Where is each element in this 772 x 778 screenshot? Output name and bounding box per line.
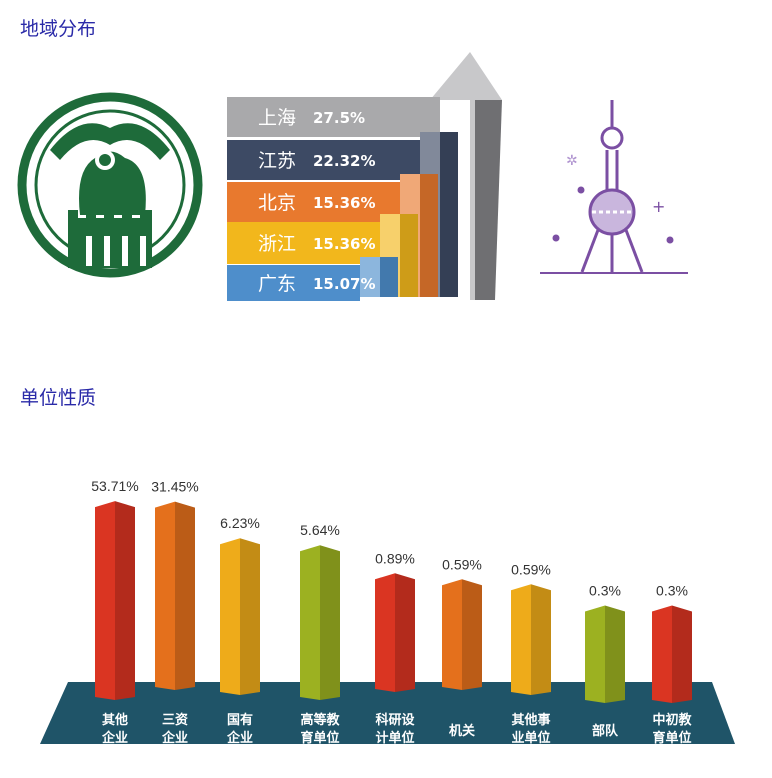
region-name: 浙江	[258, 233, 296, 255]
region-name: 广东	[258, 273, 296, 295]
bar-value-label: 0.59%	[442, 556, 482, 572]
unit-bar: 0.59% 机关	[442, 556, 482, 739]
region-stairs-chart: 上海 27.5% 江苏 22.32% 北京 15.36% 浙江 15.36% 广东 15.07%	[227, 52, 502, 301]
bar-side	[462, 579, 482, 690]
bar-value-label: 0.3%	[589, 583, 621, 599]
bar-category-label: 机关	[449, 723, 475, 739]
region-bar-rect	[227, 182, 400, 222]
bar-front	[155, 501, 175, 690]
bar-category-label: 国有	[227, 712, 253, 728]
region-value-label: 22.32%	[313, 152, 375, 170]
region-bar: 上海 27.5%	[227, 97, 440, 137]
bar-value-label: 5.64%	[300, 522, 340, 538]
chart-base-platform	[40, 682, 735, 744]
svg-text:✲: ✲	[566, 153, 578, 169]
bar-front	[511, 584, 531, 695]
bar-category-label: 其他	[102, 712, 128, 728]
bar-value-label: 6.23%	[220, 515, 260, 531]
svg-text:+: +	[652, 197, 665, 216]
region-value-label: 27.5%	[313, 109, 365, 127]
bar-front	[300, 545, 320, 700]
up-arrow-side	[475, 100, 502, 300]
bar-value-label: 0.89%	[375, 550, 415, 566]
bar-category-label: 育单位	[300, 730, 339, 746]
region-bar: 北京 15.36%	[227, 174, 438, 297]
bar-side	[240, 538, 260, 695]
region-bar: 广东 15.07%	[227, 257, 398, 301]
region-bar-rect	[227, 97, 440, 137]
region-step-front	[360, 257, 380, 297]
bar-category-label: 三资	[162, 712, 188, 728]
bar-category-label: 部队	[592, 723, 619, 739]
bar-category-label: 企业	[226, 730, 253, 746]
region-step-side	[380, 257, 398, 297]
bar-value-label: 53.71%	[91, 478, 138, 494]
region-bar-rect	[227, 140, 420, 180]
region-step-side	[400, 214, 418, 297]
bar-value-label: 0.59%	[511, 561, 551, 577]
oriental-pearl-tower-icon: ✲ +	[540, 100, 688, 274]
region-step-side	[420, 174, 438, 297]
bar-side	[605, 605, 625, 703]
bar-category-label: 企业	[161, 730, 188, 746]
bar-side	[320, 545, 340, 700]
region-value-label: 15.36%	[313, 194, 375, 212]
bar-side	[531, 584, 551, 695]
bar-front	[442, 579, 462, 690]
bar-category-label: 高等教	[300, 712, 340, 728]
region-value-label: 15.07%	[313, 275, 375, 293]
region-bar-rect	[227, 222, 380, 264]
emblem-logo	[17, 92, 203, 278]
bar-category-label: 育单位	[652, 730, 691, 746]
region-name: 江苏	[258, 150, 296, 172]
region-step-side	[440, 132, 458, 297]
bar-front	[95, 501, 115, 700]
region-value-label: 15.36%	[313, 235, 375, 253]
unit-bar: 0.3% 部队	[585, 583, 625, 739]
bar-category-label: 中初教	[652, 712, 692, 728]
bar-side	[395, 573, 415, 692]
region-title: 地域分布	[20, 18, 97, 40]
bar-category-label: 计单位	[375, 730, 414, 746]
bar-side	[115, 501, 135, 700]
bar-side	[672, 605, 692, 703]
bar-front	[220, 538, 240, 695]
bar-category-label: 企业	[101, 730, 128, 746]
bar-side	[175, 501, 195, 690]
bar-category-label: 业单位	[511, 730, 550, 746]
region-name: 北京	[258, 192, 296, 214]
bar-value-label: 0.3%	[656, 583, 688, 599]
bar-category-label: 科研设	[375, 712, 415, 728]
bar-category-label: 其他事	[511, 712, 550, 728]
bar-value-label: 31.45%	[151, 479, 198, 495]
unit-title: 单位性质	[20, 387, 97, 409]
bar-front	[585, 605, 605, 703]
bar-front	[375, 573, 395, 692]
bar-front	[652, 605, 672, 703]
region-name: 上海	[258, 107, 296, 129]
region-bar-rect	[227, 265, 360, 301]
